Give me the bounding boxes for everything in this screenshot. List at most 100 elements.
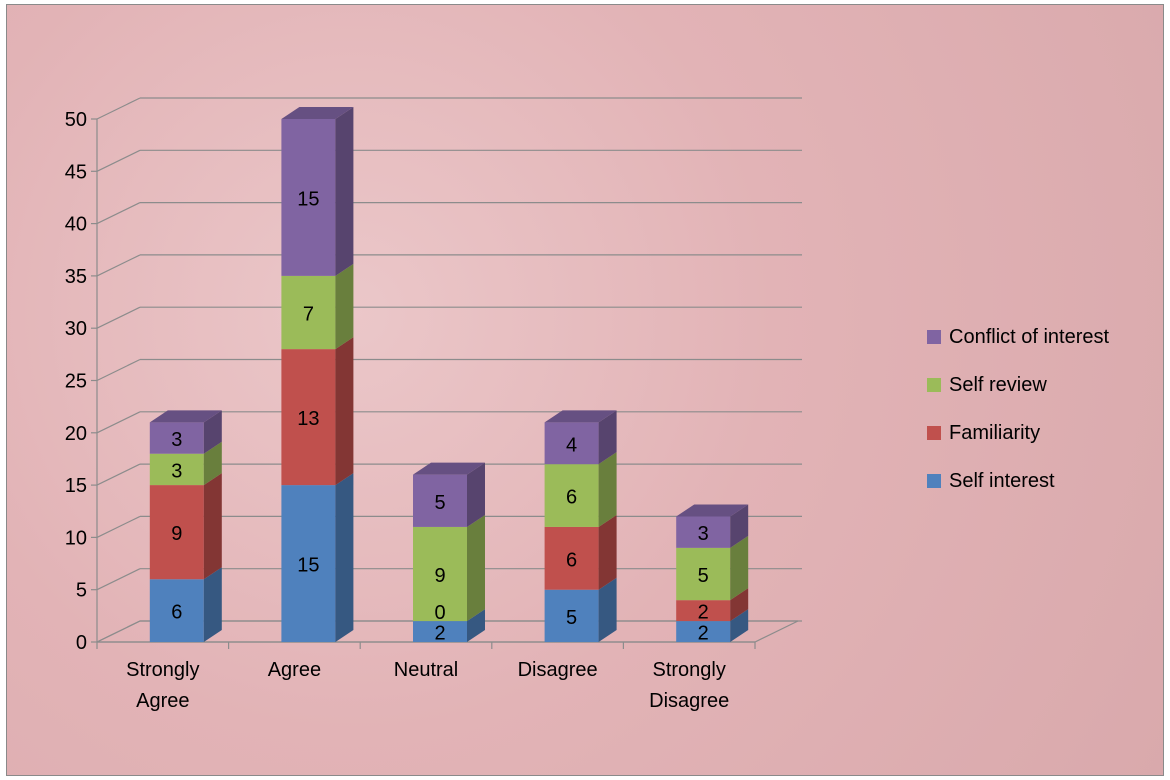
legend-label: Self interest bbox=[949, 469, 1055, 492]
gridline-diagonal bbox=[96, 515, 141, 538]
bar-segment bbox=[413, 609, 485, 642]
bar-side bbox=[730, 535, 749, 601]
bar-side bbox=[335, 473, 354, 642]
gridline-diagonal bbox=[96, 358, 141, 382]
y-tick-label: 30 bbox=[65, 318, 87, 340]
bar-segment bbox=[281, 263, 354, 350]
bar-front bbox=[281, 275, 336, 350]
data-label: 6 bbox=[171, 602, 182, 624]
y-tick-label: 50 bbox=[65, 109, 87, 131]
bar-side bbox=[203, 441, 222, 486]
legend-swatch bbox=[927, 330, 941, 344]
y-tick-label: 40 bbox=[65, 214, 87, 236]
bar-side bbox=[467, 514, 485, 622]
bar-side bbox=[598, 577, 617, 642]
data-label: 5 bbox=[698, 565, 709, 587]
bar-segment bbox=[676, 504, 749, 548]
bar-segment bbox=[676, 609, 749, 642]
legend-label: Familiarity bbox=[949, 421, 1041, 444]
data-label: 6 bbox=[566, 549, 577, 571]
x-category-label: Disagree bbox=[518, 659, 598, 681]
bar-side bbox=[598, 452, 617, 527]
bar-side bbox=[203, 567, 222, 642]
y-tick-label: 25 bbox=[65, 371, 87, 393]
bar-front bbox=[676, 547, 731, 601]
bar-front bbox=[281, 119, 336, 276]
x-category-label: Disagree bbox=[649, 690, 729, 712]
bar-top bbox=[413, 462, 485, 475]
data-label: 5 bbox=[566, 607, 577, 629]
y-tick-label: 45 bbox=[65, 161, 87, 183]
bar-front bbox=[149, 453, 204, 486]
bar-front bbox=[413, 526, 467, 622]
bar-segment bbox=[413, 514, 485, 622]
bar-segment bbox=[413, 462, 485, 527]
bar-front bbox=[676, 621, 731, 642]
gridline-diagonal bbox=[96, 620, 141, 643]
bar-segment bbox=[149, 410, 222, 454]
data-label: 0 bbox=[434, 602, 445, 624]
legend-swatch bbox=[927, 474, 941, 488]
legend: Conflict of interest Self review Familiari… bbox=[927, 313, 1109, 505]
bars-layer bbox=[149, 107, 749, 642]
bar-side bbox=[730, 504, 749, 548]
data-label: 2 bbox=[698, 602, 709, 624]
bar-side bbox=[467, 462, 485, 527]
bar-front bbox=[281, 485, 336, 642]
bar-top bbox=[281, 107, 354, 119]
y-tick-label: 35 bbox=[65, 266, 87, 288]
bar-side bbox=[203, 473, 222, 580]
bar-top bbox=[544, 410, 617, 423]
legend-item: Self review bbox=[927, 361, 1109, 409]
gridline-diagonal bbox=[96, 97, 141, 120]
bar-front bbox=[544, 464, 599, 527]
bar-front bbox=[676, 516, 731, 548]
y-tick-label: 0 bbox=[76, 632, 87, 654]
bar-front bbox=[544, 422, 599, 465]
legend-swatch bbox=[927, 378, 941, 392]
bar-side bbox=[335, 107, 354, 276]
bar-segment bbox=[544, 577, 617, 642]
bar-side bbox=[598, 410, 617, 465]
y-tick-label: 20 bbox=[65, 423, 87, 445]
data-label: 4 bbox=[566, 434, 577, 456]
bar-side bbox=[335, 263, 354, 350]
y-tick-label: 5 bbox=[76, 580, 87, 602]
bar-front bbox=[544, 589, 599, 642]
y-tick-label: 15 bbox=[65, 475, 87, 497]
gridline-diagonal bbox=[96, 411, 141, 434]
bar-side bbox=[730, 588, 749, 622]
legend-item: Familiarity bbox=[927, 409, 1109, 457]
x-category-label: Neutral bbox=[394, 659, 458, 681]
bar-front bbox=[149, 485, 204, 580]
x-category-label: Strongly bbox=[126, 659, 199, 681]
gridline-diagonal bbox=[96, 254, 141, 277]
x-category-label: Strongly bbox=[653, 659, 726, 681]
bar-segment bbox=[281, 473, 354, 642]
data-label: 15 bbox=[297, 555, 319, 577]
bar-segment bbox=[676, 588, 749, 622]
gridline-diagonal bbox=[96, 463, 141, 486]
gridline-diagonal bbox=[96, 202, 141, 225]
bar-front bbox=[149, 422, 204, 454]
bar-segment bbox=[149, 567, 222, 642]
gridline-diagonal bbox=[96, 568, 141, 591]
gridline-diagonal bbox=[96, 306, 141, 329]
bar-side bbox=[335, 337, 354, 486]
data-label: 2 bbox=[698, 623, 709, 645]
data-label: 6 bbox=[566, 487, 577, 509]
data-label: 3 bbox=[171, 460, 182, 482]
legend-label: Self review bbox=[949, 373, 1047, 396]
x-category-label: Agree bbox=[136, 690, 189, 712]
bar-side bbox=[467, 609, 485, 642]
bar-side bbox=[730, 609, 749, 642]
bar-segment bbox=[281, 337, 354, 486]
bar-segment bbox=[149, 473, 222, 580]
x-category-label: Agree bbox=[268, 659, 321, 681]
bar-segment bbox=[149, 441, 222, 486]
data-label: 15 bbox=[297, 188, 319, 210]
bar-front bbox=[413, 621, 467, 642]
y-tick-label: 10 bbox=[65, 527, 87, 549]
